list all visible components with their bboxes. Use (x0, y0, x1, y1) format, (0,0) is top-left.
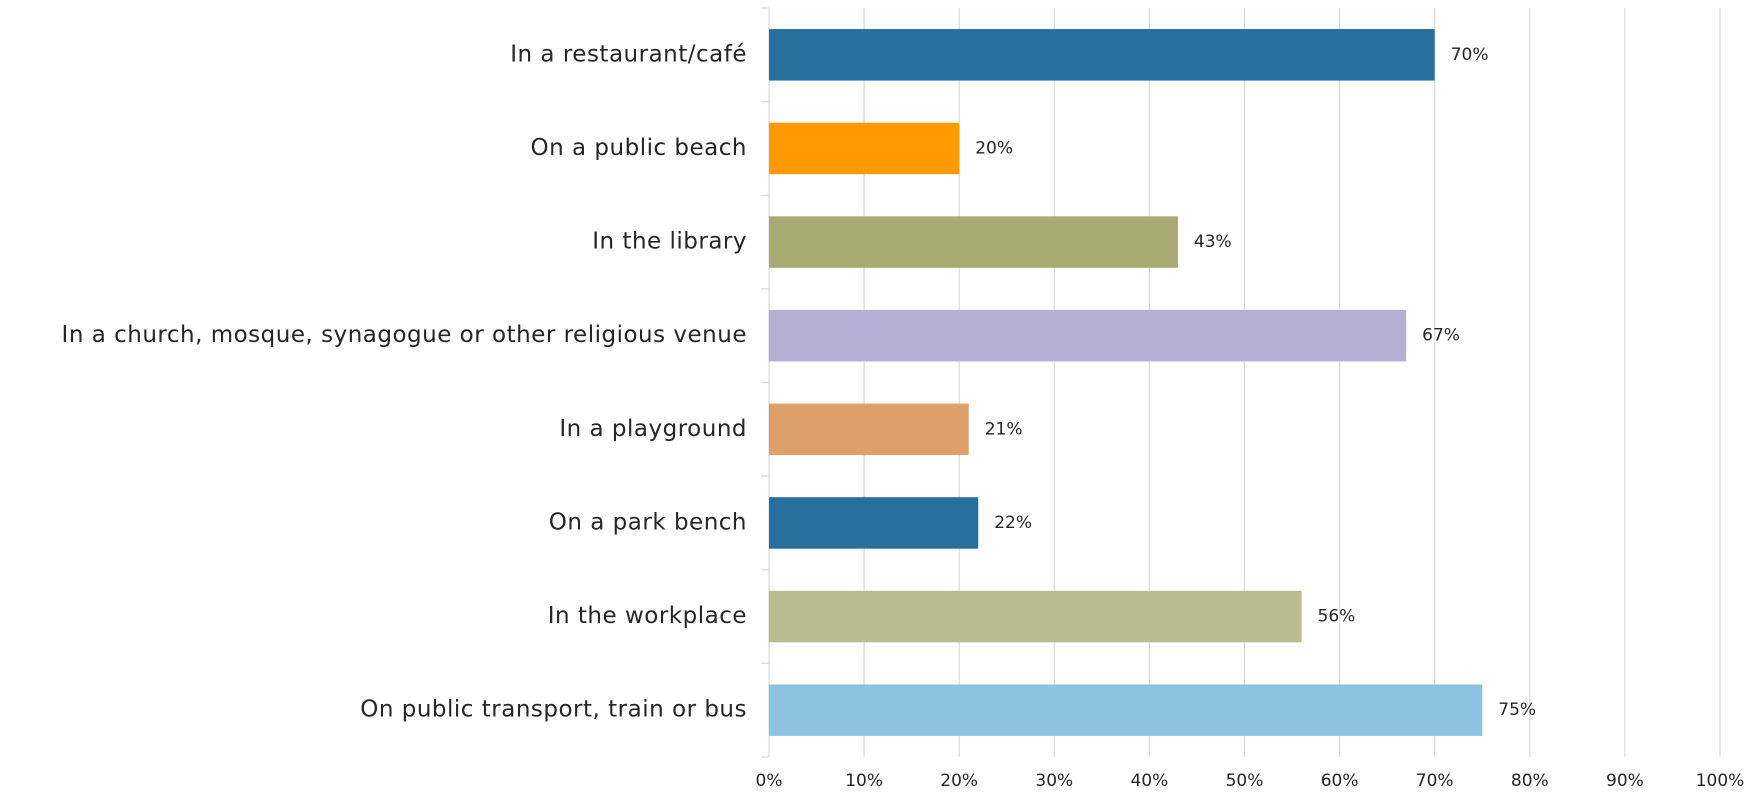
bar (769, 684, 1483, 736)
x-tick-label: 0% (756, 771, 783, 791)
x-tick-label: 90% (1606, 771, 1644, 791)
x-tick-label: 20% (940, 771, 978, 791)
value-label: 43% (1194, 232, 1232, 252)
bar (769, 590, 1302, 643)
x-tick-label: 50% (1226, 771, 1264, 791)
x-tick-label: 40% (1131, 771, 1169, 791)
bar (769, 29, 1435, 81)
value-label: 21% (985, 419, 1023, 439)
y-tick-label: On a park bench (549, 509, 747, 535)
value-label: 67% (1422, 326, 1460, 346)
x-tick-label: 70% (1416, 771, 1454, 791)
x-tick-label: 10% (845, 771, 883, 791)
y-tick-label: In a restaurant/café (510, 41, 747, 67)
y-tick-label: In the library (592, 229, 747, 255)
bar (769, 403, 969, 456)
y-tick-label: On a public beach (531, 135, 747, 161)
bar (769, 497, 979, 549)
y-tick-label: In a church, mosque, synagogue or other … (62, 322, 747, 348)
y-tick-label: In a playground (559, 416, 747, 442)
y-tick-label: In the workplace (548, 603, 747, 629)
bar (769, 309, 1407, 362)
x-tick-label: 60% (1321, 771, 1359, 791)
value-label: 75% (1498, 700, 1536, 720)
x-tick-label: 80% (1511, 771, 1549, 791)
value-label: 56% (1318, 607, 1356, 627)
value-label: 22% (994, 513, 1032, 533)
bar (769, 216, 1178, 268)
value-label: 20% (975, 138, 1013, 158)
x-tick-label: 100% (1696, 771, 1745, 791)
bar (769, 122, 960, 175)
value-label: 70% (1451, 45, 1489, 65)
x-tick-label: 30% (1035, 771, 1073, 791)
y-tick-label: On public transport, train or bus (360, 697, 747, 723)
